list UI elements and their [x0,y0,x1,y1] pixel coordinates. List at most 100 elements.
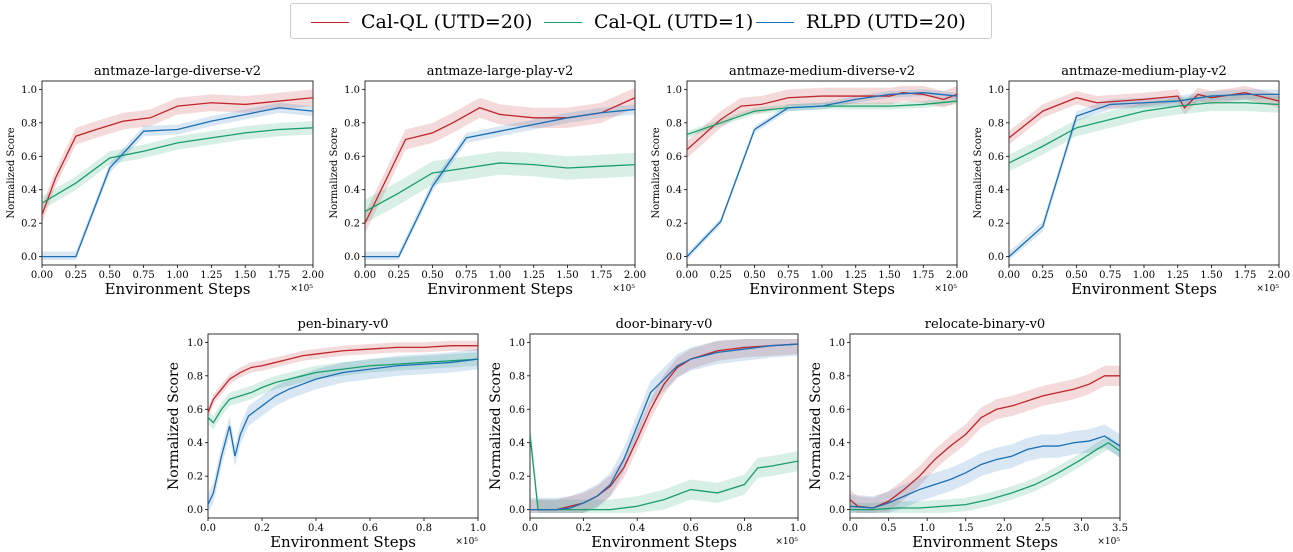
x-axis-label: Environment Steps [1071,280,1217,298]
chart-title: door-binary-v0 [616,317,713,332]
y-tick-label: 0.4 [187,438,203,449]
y-tick-label: 0.6 [187,405,203,416]
chart-panel: door-binary-v0 0.0 0.2 0.4 0.6 0.8 1.0 0.0 0.2 0.… [488,317,806,551]
y-tick-label: 0.0 [509,505,525,516]
y-tick-label: 0.0 [988,252,1004,263]
y-tick-label: 0.0 [187,505,203,516]
chart-panel: antmaze-large-diverse-v2 0.0 0.2 0.4 0.6 0.8 1… [6,64,324,298]
y-axis-label: Normalized Score [973,127,984,218]
x-axis-multiplier: ×10⁵ [775,537,798,547]
y-tick-label: 0.4 [988,185,1004,196]
y-axis-label: Normalized Score [6,127,17,218]
x-axis-multiplier: ×10⁵ [1097,537,1120,547]
x-axis-label: Environment Steps [749,280,895,298]
chart-title: antmaze-large-play-v2 [427,64,573,79]
chart-title: pen-binary-v0 [298,317,389,332]
chart-title: antmaze-medium-diverse-v2 [729,64,915,79]
y-tick-label: 0.0 [21,252,37,263]
y-tick-label: 0.2 [509,472,525,483]
x-axis-label: Environment Steps [270,533,416,551]
x-tick-label: 0.25 [1032,270,1054,281]
chart-panel: antmaze-medium-play-v20.00.20.40.60.81.0… [973,64,1290,298]
chart-panel: antmaze-large-play-v20.00.20.40.60.81.00… [329,64,646,298]
x-tick-label: 2.00 [302,270,324,281]
y-tick-label: 0.2 [829,472,845,483]
y-tick-label: 1.0 [666,85,682,96]
y-tick-label: 1.0 [187,338,203,349]
x-tick-label: 1.75 [590,270,612,281]
y-tick-label: 0.2 [666,219,682,230]
y-tick-label: 0.8 [666,118,682,129]
x-tick-label: 0.25 [65,270,87,281]
x-tick-label: 0.0 [522,523,538,534]
y-tick-label: 0.6 [344,152,360,163]
x-axis-label: Environment Steps [105,280,251,298]
x-tick-label: 0.0 [842,523,858,534]
x-axis-multiplier: ×10⁵ [290,284,313,294]
y-axis-label: Normalized Score [651,127,662,218]
x-tick-label: 1.75 [268,270,290,281]
y-tick-label: 0.2 [344,219,360,230]
y-tick-label: 0.6 [829,405,845,416]
x-tick-label: 2.00 [624,270,646,281]
y-tick-label: 0.6 [509,405,525,416]
x-tick-label: 3.0 [1073,523,1089,534]
y-tick-label: 0.2 [187,472,203,483]
x-tick-label: 1.75 [1234,270,1256,281]
x-tick-label: 0.00 [31,270,53,281]
y-tick-label: 1.0 [509,338,525,349]
x-axis-label: Environment Steps [912,533,1058,551]
y-tick-label: 0.8 [21,118,37,129]
chart-panel: antmaze-medium-diverse-v20.00.20.40.60.8… [651,64,968,298]
x-tick-label: 3.5 [1112,523,1128,534]
y-axis-label: Normalized Score [166,362,182,490]
x-tick-label: 0.0 [200,523,216,534]
y-tick-label: 0.0 [829,505,845,516]
x-tick-label: 0.25 [388,270,410,281]
y-tick-label: 0.4 [509,438,525,449]
x-axis-label: Environment Steps [591,533,737,551]
x-tick-label: 1.75 [912,270,934,281]
y-tick-label: 0.4 [21,185,37,196]
y-axis-label: Normalized Score [329,127,340,218]
x-tick-label: 2.00 [946,270,968,281]
x-axis-label: Environment Steps [427,280,573,298]
y-tick-label: 0.4 [344,185,360,196]
x-axis-multiplier: ×10⁵ [934,284,957,294]
y-tick-label: 0.6 [21,152,37,163]
y-tick-label: 0.8 [509,371,525,382]
x-tick-label: 0.8 [416,523,432,534]
x-tick-label: 0.25 [710,270,732,281]
y-tick-label: 0.4 [829,438,845,449]
x-tick-label: 0.00 [354,270,376,281]
x-tick-label: 2.00 [1268,270,1290,281]
y-tick-label: 0.2 [21,219,37,230]
chart-title: antmaze-large-diverse-v2 [94,64,261,79]
y-tick-label: 0.6 [666,152,682,163]
y-tick-label: 0.2 [988,219,1004,230]
y-tick-label: 1.0 [21,85,37,96]
x-tick-label: 1.0 [790,523,806,534]
chart-panel: pen-binary-v0 0.0 0.2 0.4 0.6 0.8 1.0 0.0 0.2 0.4… [166,317,486,551]
y-tick-label: 1.0 [988,85,1004,96]
x-tick-label: 0.5 [881,523,897,534]
x-axis-multiplier: ×10⁵ [455,537,478,547]
chart-title: antmaze-medium-play-v2 [1061,64,1227,79]
chart-title: relocate-binary-v0 [925,317,1045,332]
y-tick-label: 1.0 [344,85,360,96]
y-tick-label: 0.8 [187,371,203,382]
x-tick-label: 0.00 [998,270,1020,281]
y-tick-label: 0.8 [344,118,360,129]
x-axis-multiplier: ×10⁵ [1256,284,1279,294]
x-axis-multiplier: ×10⁵ [612,284,635,294]
x-tick-label: 0.8 [736,523,752,534]
x-tick-label: 0.2 [576,523,592,534]
y-axis-label: Normalized Score [808,362,824,490]
y-tick-label: 0.8 [829,371,845,382]
y-tick-label: 0.4 [666,185,682,196]
x-tick-label: 1.0 [470,523,486,534]
y-tick-label: 1.0 [829,338,845,349]
y-axis-label: Normalized Score [488,362,504,490]
y-tick-label: 0.6 [988,152,1004,163]
